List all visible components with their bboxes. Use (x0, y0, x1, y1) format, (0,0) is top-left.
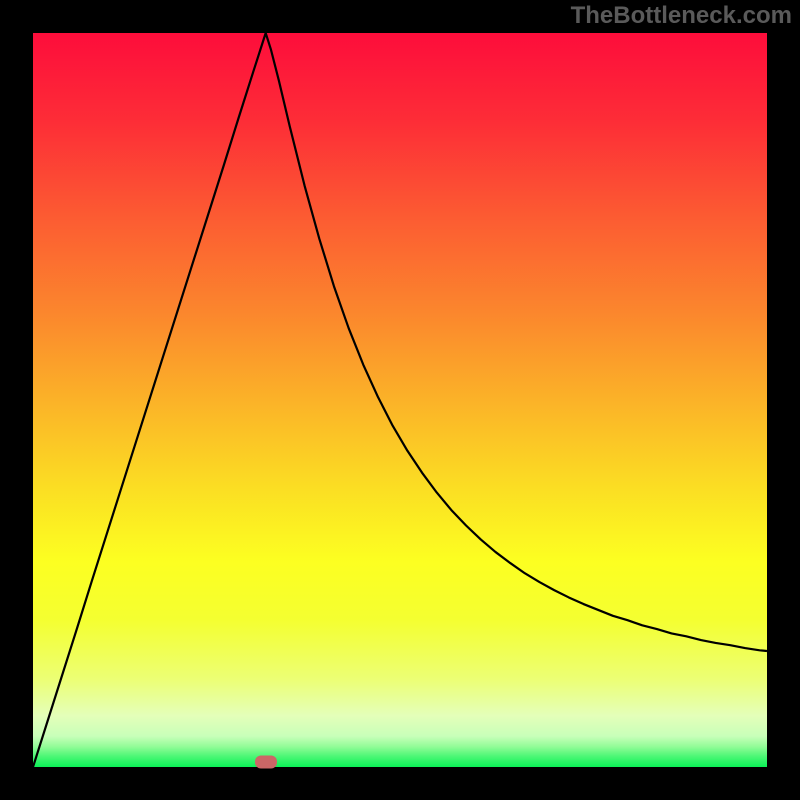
watermark-text: TheBottleneck.com (571, 2, 792, 30)
curve-svg (33, 33, 767, 767)
optimum-marker (255, 755, 277, 768)
optimum-marker-shape (255, 755, 277, 768)
plot-area (33, 33, 767, 767)
bottleneck-curve (33, 33, 767, 767)
